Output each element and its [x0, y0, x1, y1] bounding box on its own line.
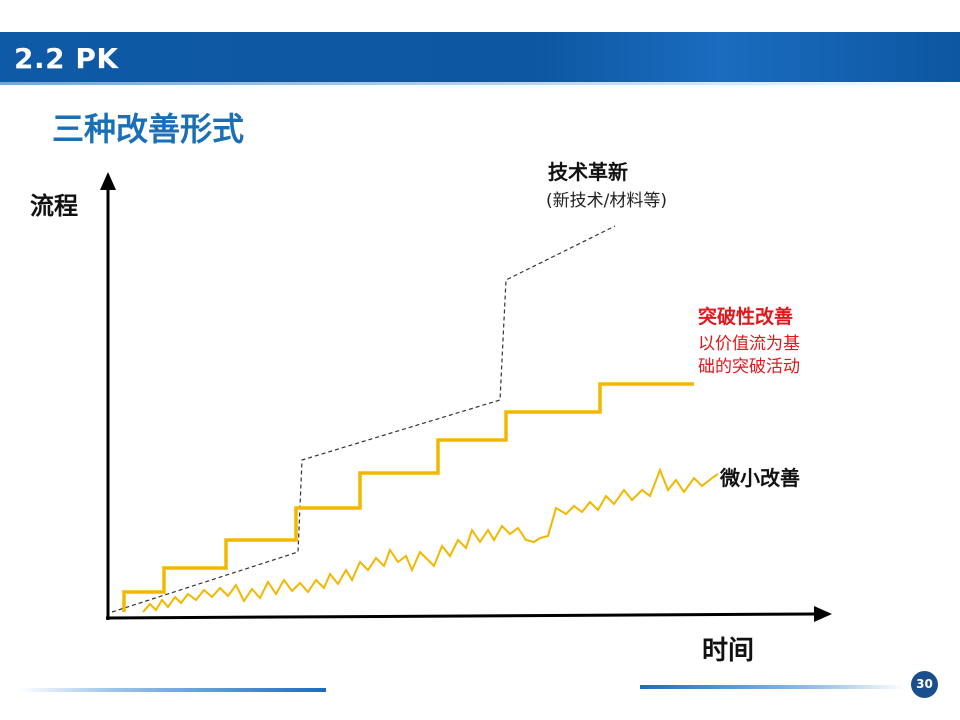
footer-line-right: [640, 685, 905, 689]
small-improvement-line: [142, 467, 719, 613]
tech-innovation-title: 技术革新: [548, 160, 628, 184]
breakthrough-step-line: [122, 382, 694, 612]
breakthrough-subtitle-line1: 以价值流为基: [698, 334, 800, 354]
section-title: 三种改善形式: [52, 110, 245, 148]
y-axis-label: 流程: [30, 192, 78, 220]
tech-innovation-subtitle: (新技术/材料等): [546, 191, 667, 211]
small-improvement-title: 微小改善: [720, 466, 800, 490]
x-axis: [105, 612, 817, 620]
x-axis-label: 时间: [702, 636, 755, 666]
header-bar: [0, 32, 960, 85]
tech-innovation-line: [111, 225, 616, 613]
header-title: 2.2 PK: [14, 42, 119, 75]
footer-line-left: [18, 688, 326, 692]
page-number-badge: 30: [911, 671, 938, 698]
breakthrough-subtitle-line2: 础的突破活动: [698, 357, 800, 377]
y-axis-arrow: [100, 172, 116, 190]
breakthrough-title: 突破性改善: [698, 306, 794, 328]
x-axis-arrow: [814, 606, 832, 622]
